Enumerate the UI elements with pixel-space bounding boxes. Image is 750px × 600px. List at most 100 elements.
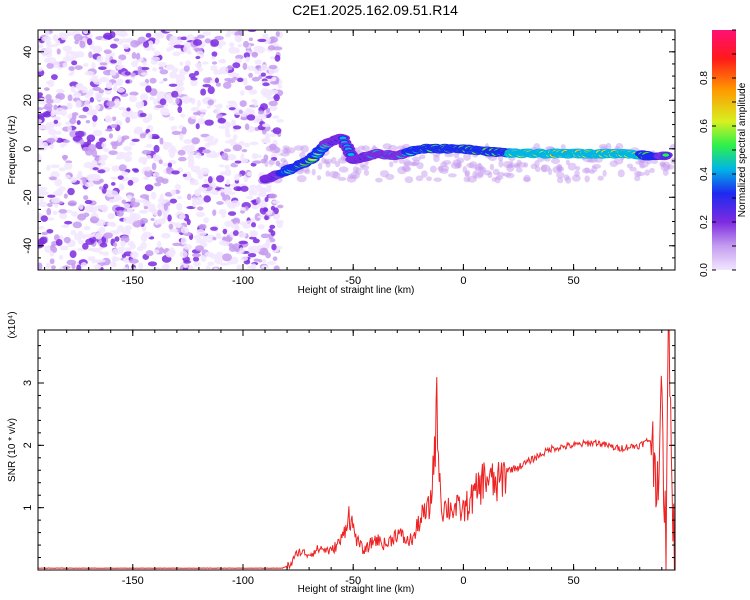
- noise-blob: [44, 103, 53, 110]
- noise-blob: [55, 188, 63, 197]
- noise-blob: [206, 105, 211, 109]
- noise-blob: [117, 134, 122, 143]
- noise-blob: [201, 183, 210, 188]
- halo-blob: [584, 175, 590, 183]
- noise-blob: [150, 56, 160, 62]
- noise-blob: [65, 174, 71, 179]
- colorbar-tick-label: 0.6: [699, 119, 710, 133]
- y-tick-label: 20: [22, 94, 34, 106]
- noise-blob: [140, 241, 147, 250]
- noise-blob: [144, 184, 154, 192]
- noise-blob: [38, 97, 47, 105]
- noise-blob: [118, 183, 125, 191]
- noise-blob: [74, 65, 83, 71]
- noise-blob: [54, 178, 63, 187]
- noise-blob: [222, 186, 233, 194]
- noise-blob: [188, 265, 194, 270]
- halo-blob: [440, 161, 448, 168]
- noise-blob: [153, 249, 160, 254]
- halo-blob: [350, 171, 360, 180]
- noise-blob: [217, 117, 226, 124]
- halo-blob: [300, 145, 309, 153]
- noise-blob: [50, 265, 56, 270]
- noise-blob: [41, 231, 49, 236]
- noise-blob: [273, 94, 280, 102]
- noise-blob: [234, 160, 242, 164]
- halo-blob: [337, 157, 348, 164]
- noise-blob: [56, 88, 65, 94]
- noise-blob: [266, 261, 277, 265]
- noise-blob: [44, 87, 50, 91]
- noise-blob: [271, 243, 277, 251]
- heatmap-xlabel: Height of straight line (km): [298, 285, 415, 296]
- noise-blob: [130, 267, 137, 270]
- noise-blob: [62, 45, 73, 52]
- noise-blob: [197, 173, 204, 180]
- halo-blob: [411, 161, 417, 167]
- noise-blob: [171, 170, 180, 175]
- noise-blob: [191, 116, 197, 120]
- noise-blob: [276, 118, 284, 123]
- noise-blob: [175, 97, 180, 105]
- halo-blob: [515, 167, 523, 173]
- noise-blob: [149, 77, 157, 84]
- noise-blob: [251, 189, 258, 196]
- noise-blob: [246, 195, 254, 200]
- halo-blob: [331, 156, 337, 164]
- noise-blob: [145, 32, 152, 38]
- colorbar-tick-label: 0.0: [699, 263, 710, 277]
- noise-blob: [118, 246, 126, 251]
- noise-blob: [257, 215, 267, 219]
- ridge-blob: [347, 152, 355, 157]
- noise-blob: [48, 123, 58, 127]
- noise-blob: [193, 47, 203, 52]
- halo-blob: [634, 175, 641, 182]
- noise-blob: [275, 31, 280, 37]
- noise-blob: [75, 130, 85, 138]
- noise-blob: [130, 72, 136, 77]
- heatmap-ylabel: Frequency (Hz): [7, 116, 18, 185]
- noise-blob: [95, 232, 103, 240]
- noise-blob: [157, 209, 162, 217]
- noise-blob: [139, 217, 149, 224]
- noise-blob: [228, 42, 235, 48]
- halo-blob: [492, 168, 500, 176]
- noise-blob: [46, 228, 54, 234]
- noise-blob: [71, 60, 78, 66]
- noise-blob: [125, 151, 133, 156]
- noise-blob: [186, 193, 192, 201]
- noise-blob: [92, 114, 98, 122]
- noise-blob: [180, 36, 188, 41]
- noise-blob: [207, 99, 214, 106]
- noise-blob: [112, 242, 118, 247]
- noise-blob: [139, 100, 145, 108]
- chart-title: C2E1.2025.162.09.51.R14: [292, 2, 458, 18]
- noise-blob: [268, 89, 279, 95]
- noise-blob: [85, 120, 91, 124]
- noise-blob: [52, 34, 59, 42]
- halo-blob: [415, 175, 424, 182]
- noise-blob: [226, 30, 232, 36]
- noise-blob: [268, 64, 278, 70]
- noise-blob: [232, 62, 241, 69]
- noise-blob: [244, 142, 250, 148]
- noise-blob: [98, 250, 104, 255]
- halo-blob: [474, 166, 485, 173]
- noise-blob: [130, 251, 139, 259]
- y-tick-label: 2: [22, 442, 34, 448]
- noise-blob: [211, 61, 218, 65]
- noise-blob: [183, 139, 193, 145]
- noise-blob: [211, 56, 216, 60]
- halo-blob: [650, 158, 659, 165]
- noise-blob: [129, 91, 139, 96]
- noise-blob: [87, 256, 94, 261]
- noise-blob: [147, 261, 158, 267]
- noise-blob: [258, 259, 263, 263]
- noise-blob: [246, 114, 256, 121]
- noise-blob: [46, 137, 56, 143]
- noise-blob: [95, 105, 100, 111]
- noise-blob: [232, 125, 242, 130]
- noise-blob: [159, 137, 164, 145]
- noise-blob: [46, 164, 51, 171]
- noise-blob: [188, 72, 196, 79]
